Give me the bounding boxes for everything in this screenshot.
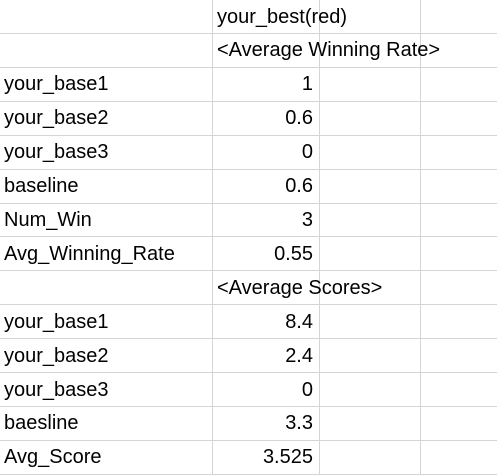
row-value[interactable]: 1: [213, 67, 320, 102]
row-label[interactable]: Avg_Winning_Rate: [0, 237, 213, 272]
empty-cell[interactable]: [320, 101, 421, 136]
empty-cell[interactable]: [320, 305, 421, 340]
empty-cell[interactable]: [421, 305, 497, 340]
empty-cell[interactable]: [421, 68, 497, 102]
empty-cell[interactable]: [421, 373, 497, 407]
cell-c2[interactable]: [320, 34, 421, 68]
cell-d2[interactable]: [421, 34, 497, 68]
empty-cell[interactable]: [320, 373, 421, 407]
row-value[interactable]: 8.4: [213, 305, 320, 340]
cell-a1[interactable]: [0, 0, 213, 34]
empty-cell[interactable]: [421, 271, 497, 306]
row-label[interactable]: your_base1: [0, 67, 213, 102]
empty-cell[interactable]: [320, 237, 421, 272]
empty-cell[interactable]: [320, 339, 421, 374]
empty-cell[interactable]: [320, 440, 421, 475]
empty-cell[interactable]: [0, 271, 213, 306]
empty-cell[interactable]: [421, 407, 497, 441]
section-title-scores[interactable]: <Average Scores>: [213, 271, 382, 306]
row-label[interactable]: your_base3: [0, 135, 213, 170]
row-label[interactable]: Num_Win: [0, 203, 213, 238]
cell-a2[interactable]: [0, 34, 213, 68]
empty-cell[interactable]: [421, 441, 497, 475]
section-title-winning-rate[interactable]: <Average Winning Rate>: [213, 34, 440, 68]
empty-cell[interactable]: [421, 136, 497, 170]
row-value[interactable]: 0.55: [213, 237, 320, 272]
empty-cell[interactable]: [320, 406, 421, 441]
empty-cell[interactable]: [320, 203, 421, 238]
row-value[interactable]: 0.6: [213, 169, 320, 204]
empty-cell[interactable]: [320, 67, 421, 102]
row-label[interactable]: your_base2: [0, 101, 213, 136]
row-value[interactable]: 0: [213, 373, 320, 407]
row-label[interactable]: your_base2: [0, 339, 213, 374]
empty-cell[interactable]: [421, 170, 497, 204]
cell-b1[interactable]: your_best(red): [213, 0, 347, 34]
empty-cell[interactable]: [320, 135, 421, 170]
empty-cell[interactable]: [421, 102, 497, 136]
row-label[interactable]: baseline: [0, 169, 213, 204]
row-label[interactable]: your_base3: [0, 373, 213, 407]
row-label[interactable]: Avg_Score: [0, 440, 213, 475]
row-value[interactable]: 3.525: [213, 440, 320, 475]
row-value[interactable]: 3: [213, 203, 320, 238]
row-value[interactable]: 2.4: [213, 339, 320, 374]
row-value[interactable]: 0.6: [213, 101, 320, 136]
row-label[interactable]: baesline: [0, 406, 213, 441]
row-value[interactable]: 3.3: [213, 406, 320, 441]
cell-c1[interactable]: [320, 0, 421, 34]
empty-cell[interactable]: [320, 271, 421, 306]
empty-cell[interactable]: [421, 204, 497, 238]
empty-cell[interactable]: [421, 237, 497, 272]
row-value[interactable]: 0: [213, 135, 320, 170]
row-label[interactable]: your_base1: [0, 305, 213, 340]
empty-cell[interactable]: [320, 169, 421, 204]
empty-cell[interactable]: [421, 339, 497, 374]
cell-d1[interactable]: [421, 0, 497, 34]
